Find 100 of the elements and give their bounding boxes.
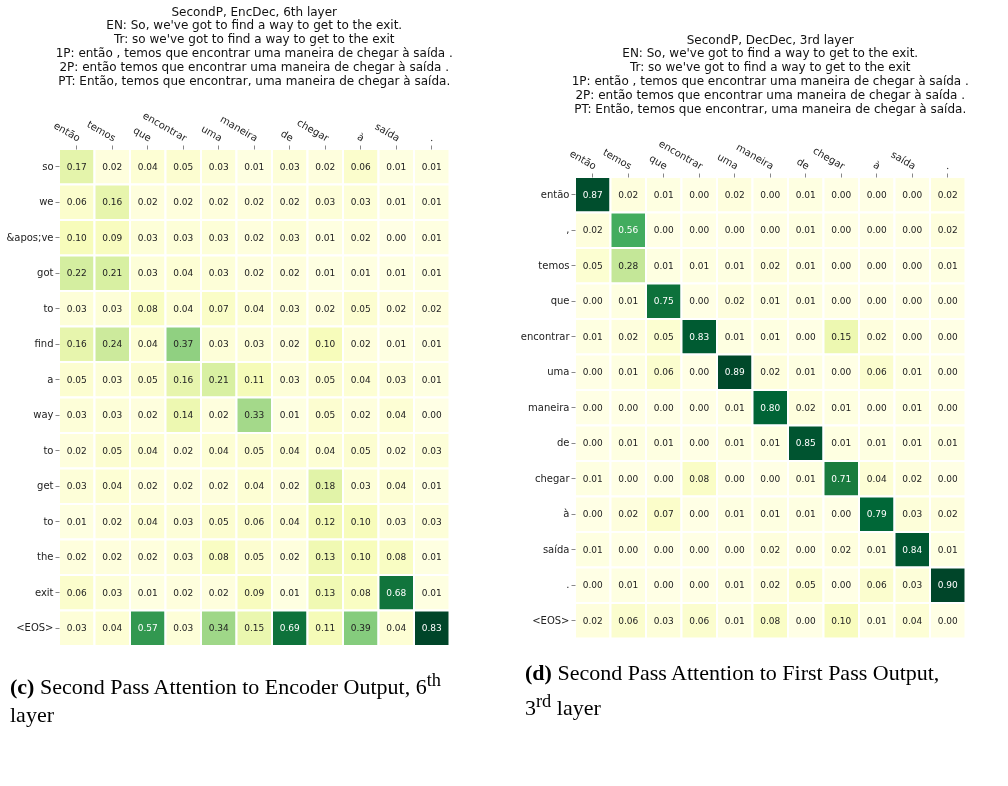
y-tick-label: que: [550, 295, 570, 307]
x-tick-label: saída: [373, 120, 402, 144]
data-label: 0.34: [208, 623, 230, 634]
data-label: 0.03: [66, 623, 87, 634]
chart-title: SecondP, DecDec, 3rd layer: [686, 32, 854, 47]
data-label: 0.02: [208, 197, 229, 208]
data-label: 0.04: [137, 339, 159, 350]
data-label: 0.01: [421, 268, 442, 279]
data-label: 0.03: [279, 374, 300, 385]
data-label: 0.00: [618, 473, 639, 484]
data-label: 0.01: [618, 367, 639, 378]
data-label: 0.02: [902, 473, 923, 484]
data-label: 0.01: [315, 232, 336, 243]
data-label: 0.01: [350, 268, 371, 279]
data-label: 0.06: [653, 367, 675, 378]
data-label: 0.02: [724, 189, 745, 200]
data-label: 0.02: [386, 445, 407, 456]
data-label: 0.10: [315, 339, 336, 350]
data-label: 0.02: [937, 189, 958, 200]
data-label: 0.01: [386, 339, 407, 350]
data-label: 0.02: [724, 296, 745, 307]
y-tick-label: to: [43, 302, 54, 314]
data-label: 0.00: [831, 296, 852, 307]
data-label: 0.01: [831, 438, 852, 449]
data-label: 0.13: [315, 552, 336, 563]
data-label: 0.00: [689, 509, 710, 520]
y-tick-label: a: [47, 373, 54, 385]
data-label: 0.01: [902, 438, 923, 449]
data-label: 0.00: [795, 615, 817, 626]
data-label: 0.03: [173, 232, 194, 243]
data-label: 0.02: [173, 197, 194, 208]
data-label: 0.01: [618, 438, 639, 449]
data-label: 0.03: [173, 623, 194, 634]
data-label: 0.01: [724, 402, 745, 413]
data-label: 0.02: [350, 410, 371, 421]
data-label: 0.01: [279, 587, 300, 598]
data-label: 0.02: [618, 331, 639, 342]
data-label: 0.03: [350, 481, 371, 492]
data-label: 0.24: [102, 339, 123, 350]
data-label: 0.02: [618, 509, 639, 520]
data-label: 0.01: [582, 473, 603, 484]
data-label: 0.08: [350, 587, 372, 598]
data-label: 0.01: [689, 260, 710, 271]
data-label: 0.00: [866, 402, 888, 413]
data-label: 0.04: [137, 516, 159, 527]
data-label: 0.39: [350, 623, 372, 634]
y-tick-label: exit: [34, 586, 54, 598]
data-label: 0.01: [795, 260, 816, 271]
data-label: 0.02: [831, 544, 852, 555]
data-label: 0.02: [173, 481, 194, 492]
data-label: 0.03: [173, 516, 194, 527]
data-label: 0.01: [795, 473, 816, 484]
data-label: 0.02: [350, 232, 371, 243]
data-label: 0.00: [902, 260, 923, 271]
x-tick-label: à: [355, 130, 367, 144]
data-label: 0.02: [582, 615, 603, 626]
data-label: 0.00: [795, 544, 817, 555]
data-label: 0.05: [653, 331, 674, 342]
data-label: 0.02: [618, 189, 639, 200]
data-label: 0.01: [866, 615, 887, 626]
data-label: 0.04: [102, 623, 123, 634]
data-label: 0.01: [795, 189, 816, 200]
data-label: 0.00: [866, 296, 888, 307]
data-label: 0.00: [937, 367, 959, 378]
y-tick-label: maneira: [528, 401, 570, 413]
data-label: 0.01: [421, 339, 442, 350]
data-label: 0.02: [760, 367, 781, 378]
data-label: 0.02: [244, 268, 265, 279]
data-label: 0.04: [279, 445, 301, 456]
data-label: 0.02: [208, 587, 229, 598]
x-tick-label: à: [871, 158, 883, 172]
x-tick-label: .: [428, 132, 438, 144]
data-label: 0.03: [137, 268, 158, 279]
data-label: 0.04: [102, 481, 123, 492]
data-label: 0.02: [421, 303, 442, 314]
data-label: 0.06: [689, 615, 710, 626]
data-label: 0.01: [795, 296, 816, 307]
data-label: 0.00: [795, 331, 817, 342]
data-label: 0.03: [208, 232, 229, 243]
data-label: 0.00: [866, 260, 888, 271]
data-label: 0.85: [795, 438, 816, 449]
data-label: 0.18: [315, 481, 336, 492]
data-label: 0.06: [866, 367, 888, 378]
y-tick-label: encontrar: [520, 330, 571, 342]
data-label: 0.00: [689, 580, 710, 591]
data-label: 0.05: [795, 580, 816, 591]
y-tick-label: então: [540, 188, 570, 200]
data-label: 0.01: [386, 161, 407, 172]
data-label: 0.06: [618, 615, 639, 626]
data-label: 0.06: [244, 516, 265, 527]
data-label: 0.05: [350, 445, 371, 456]
data-label: 0.00: [831, 367, 852, 378]
data-label: 0.03: [66, 303, 87, 314]
data-label: 0.12: [315, 516, 336, 527]
data-label: 0.08: [689, 473, 710, 484]
data-label: 0.01: [866, 544, 887, 555]
data-label: 0.71: [831, 473, 852, 484]
data-label: 0.00: [724, 225, 746, 236]
data-label: 0.02: [386, 303, 407, 314]
data-label: 0.08: [760, 615, 781, 626]
